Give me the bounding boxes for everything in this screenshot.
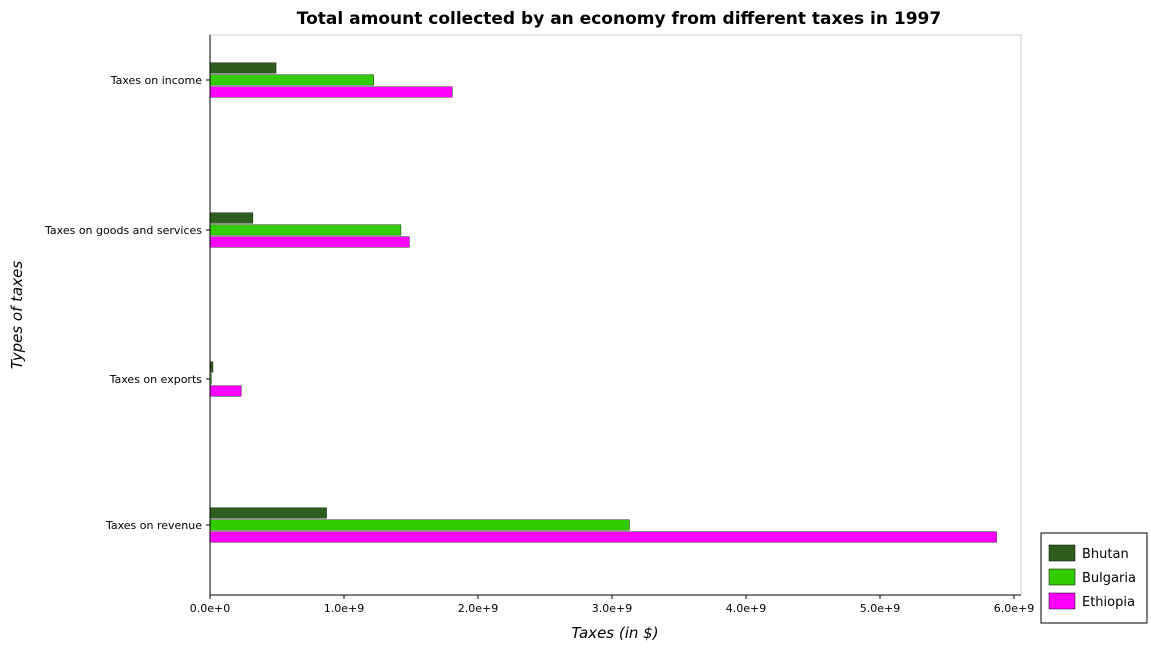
y-category-labels: Taxes on revenue Taxes on exports Taxes on… <box>44 74 210 532</box>
bar-ethiopia-2 <box>209 236 410 248</box>
bar-ethiopia-3 <box>209 86 453 98</box>
x-tick-label: 5.0e+9 <box>860 602 900 615</box>
x-ticks: 0.0e+0 1.0e+9 2.0e+9 3.0e+9 4.0e+9 5.0e+9 6.0e… <box>190 595 1034 615</box>
legend-swatch-bulgaria <box>1048 568 1076 586</box>
bar-ethiopia-1 <box>209 385 242 397</box>
chart-title: Total amount collected by an economy fro… <box>297 9 941 29</box>
legend-swatch-ethiopia <box>1048 592 1076 610</box>
legend-label-bhutan: Bhutan <box>1082 547 1129 562</box>
legend-label-bulgaria: Bulgaria <box>1082 571 1136 586</box>
x-tick-label: 1.0e+9 <box>324 602 364 615</box>
x-axis-label: Taxes (in $) <box>571 624 658 642</box>
bar-bulgaria-3 <box>209 74 374 86</box>
bar-bulgaria-2 <box>209 224 402 236</box>
legend: Bhutan Bulgaria Ethiopia <box>1040 532 1148 624</box>
x-tick-label: 3.0e+9 <box>592 602 632 615</box>
y-category-label: Taxes on revenue <box>105 519 202 532</box>
plot-area <box>209 34 1022 596</box>
bar-bhutan-3 <box>209 62 277 74</box>
bar-bhutan-0 <box>209 507 327 519</box>
x-tick-label: 6.0e+9 <box>994 602 1034 615</box>
legend-swatch-bhutan <box>1048 544 1076 562</box>
y-category-label: Taxes on income <box>110 74 203 87</box>
bar-ethiopia-0 <box>209 531 997 543</box>
y-category-label: Taxes on goods and services <box>44 224 202 237</box>
y-category-label: Taxes on exports <box>109 373 203 386</box>
legend-label-ethiopia: Ethiopia <box>1082 595 1135 610</box>
x-tick-label: 0.0e+0 <box>190 602 230 615</box>
y-axis-label: Types of taxes <box>8 261 26 369</box>
x-tick-label: 4.0e+9 <box>726 602 766 615</box>
bar-bulgaria-0 <box>209 519 630 531</box>
bar-bhutan-2 <box>209 212 254 224</box>
x-tick-label: 2.0e+9 <box>458 602 498 615</box>
